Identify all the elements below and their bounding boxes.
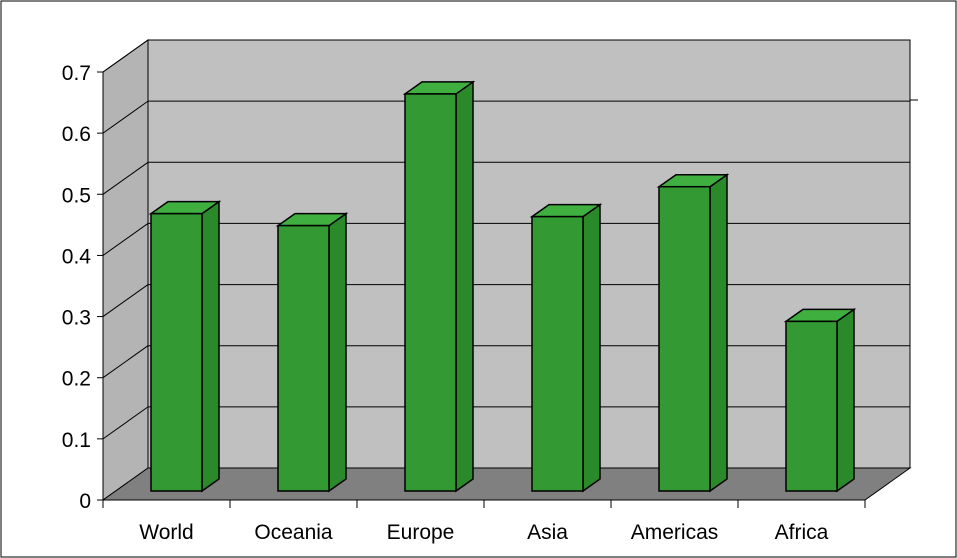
x-tick-label: Oceania <box>254 521 333 544</box>
y-tick-label: 0.5 <box>62 184 91 207</box>
y-tick-label: 0.7 <box>62 62 91 85</box>
x-tick-label: Asia <box>527 521 568 544</box>
y-tick-label: 0.6 <box>62 123 91 146</box>
y-tick-label: 0.2 <box>62 368 91 391</box>
x-tick-label: Africa <box>775 521 829 544</box>
y-tick-label: 0.1 <box>62 429 91 452</box>
bar-side <box>455 80 474 493</box>
x-tick-label: World <box>139 521 193 544</box>
gridline-side <box>102 39 149 73</box>
y-tick-label: 0.3 <box>62 307 91 330</box>
gridline-side <box>102 223 149 256</box>
bar-front <box>531 215 584 492</box>
gridlines <box>102 39 910 440</box>
bar <box>656 173 730 493</box>
bar-side <box>582 203 601 493</box>
x-tick-label: Europe <box>387 521 455 544</box>
bar-side <box>328 212 347 493</box>
side-wall <box>102 39 149 501</box>
bar <box>275 212 349 493</box>
y-axis-ticks: 0 0.1 0.2 0.3 0.4 0.5 0.6 0.7 <box>62 62 103 513</box>
bar <box>402 80 476 493</box>
gridline-side <box>102 406 149 440</box>
bar-front <box>658 185 711 492</box>
bar-front <box>404 93 457 492</box>
x-axis-ticks: World Oceania Europe Asia Americas Africa <box>102 500 866 544</box>
y-tick-label: 0.4 <box>62 245 92 268</box>
x-tick-label: Americas <box>631 521 719 544</box>
bar-side <box>201 200 220 493</box>
bar-front <box>277 224 330 492</box>
y-tick-label: 0 <box>79 490 91 513</box>
gridline-side <box>102 284 149 317</box>
gridline-side <box>102 161 149 195</box>
gridline-side <box>102 345 149 379</box>
bar-front <box>150 212 203 492</box>
gridline-side <box>102 100 149 134</box>
bar-side <box>836 307 855 493</box>
bar <box>529 203 603 493</box>
bar-side <box>709 173 728 493</box>
bar <box>148 200 222 493</box>
bars <box>148 80 857 493</box>
bar-front <box>785 320 838 492</box>
bar <box>783 307 857 493</box>
